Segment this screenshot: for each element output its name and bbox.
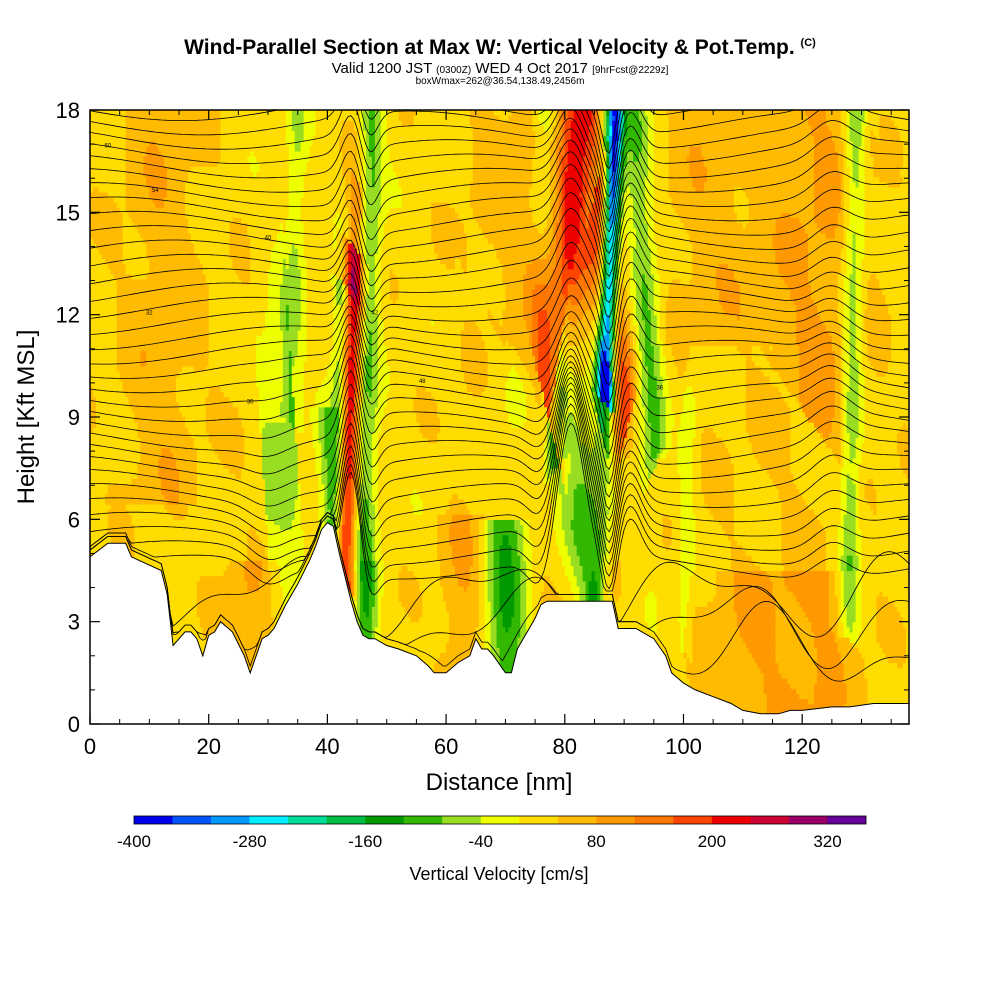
cross-section-chart: 6054404248323036 0 20 40 60 80 100 12003691215…	[0, 0, 1000, 1000]
